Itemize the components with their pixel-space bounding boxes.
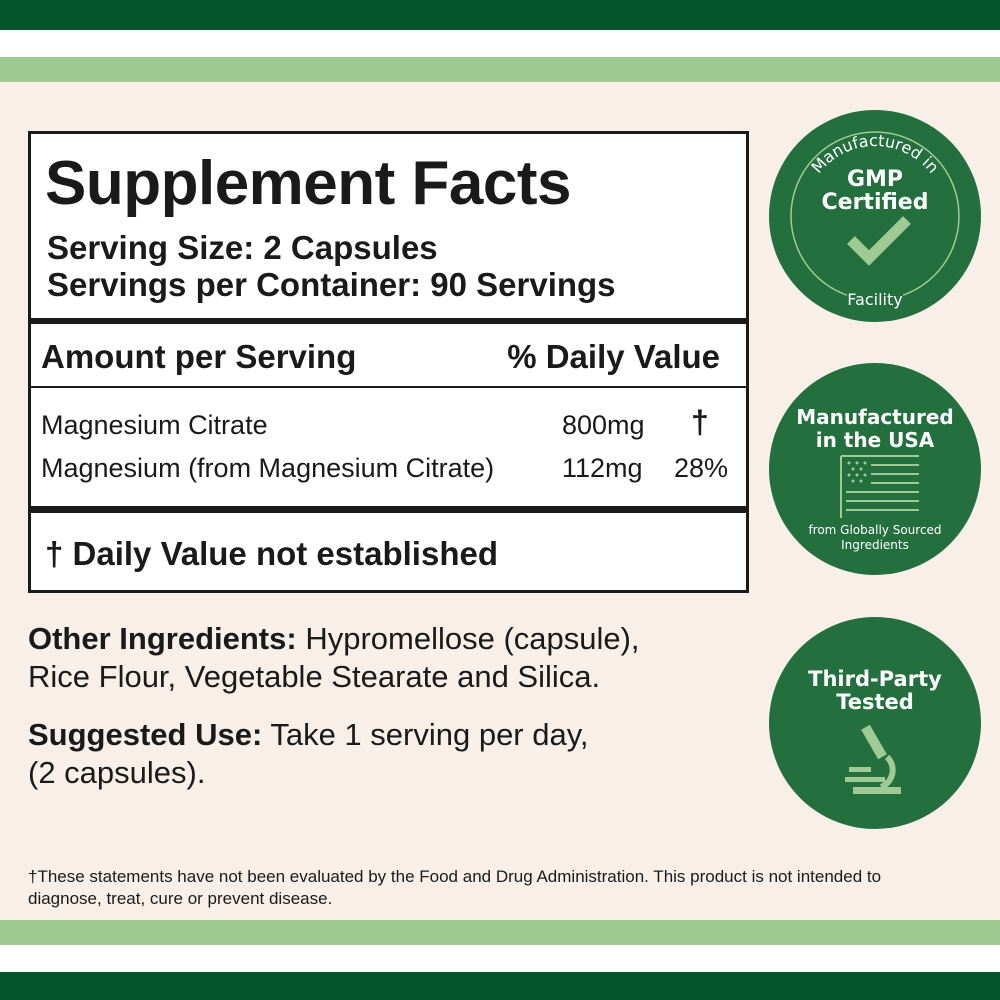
- badge-title: GMP: [846, 167, 904, 192]
- dv-header: % Daily Value: [507, 338, 720, 375]
- servings-per-container: Servings per Container: 90 Servings: [47, 266, 616, 303]
- badge-title: Manufactured: [796, 405, 954, 429]
- nutrient-name: Magnesium Citrate: [41, 410, 268, 440]
- third-party-tested-badge: Third-Party Tested: [769, 617, 981, 829]
- badge-title: Third-Party: [808, 667, 942, 691]
- divider: [31, 506, 746, 513]
- made-in-usa-badge: Manufactured in the USA from Globally So…: [769, 363, 981, 575]
- dv-footnote: † Daily Value not established: [45, 535, 498, 572]
- badge-ring: Manufactured in Facility: [790, 131, 960, 309]
- us-flag-icon: [840, 455, 919, 518]
- suggested-use-label: Suggested Use:: [28, 717, 263, 752]
- badge-subtitle: from Globally Sourced: [808, 523, 942, 537]
- nutrient-dv: †: [691, 404, 709, 440]
- serving-size: Serving Size: 2 Capsules: [47, 229, 438, 266]
- badge-title: Tested: [836, 690, 914, 714]
- suggested-use: Suggested Use: Take 1 serving per day, (2…: [28, 716, 589, 792]
- top-dark-band: [0, 0, 1000, 30]
- badge-title: in the USA: [815, 428, 935, 452]
- nutrient-amount: 112mg: [562, 453, 643, 483]
- badge-subtitle: Ingredients: [841, 538, 909, 552]
- other-ingredients-text: Hypromellose (capsule),: [296, 621, 640, 656]
- other-ingredients-label: Other Ingredients:: [28, 621, 297, 656]
- checkmark-icon: [847, 216, 911, 266]
- fda-disclaimer: †These statements have not been evaluate…: [28, 867, 882, 908]
- top-light-band: [0, 57, 1000, 82]
- top-white-band: [0, 30, 1000, 57]
- badge-title: Certified: [821, 190, 929, 215]
- supplement-facts-panel: Supplement Facts Serving Size: 2 Capsule…: [28, 131, 749, 593]
- facts-title: Supplement Facts: [45, 149, 572, 218]
- nutrient-name: Magnesium (from Magnesium Citrate): [41, 453, 495, 483]
- suggested-use-text: (2 capsules).: [28, 755, 206, 790]
- nutrient-amount: 800mg: [562, 410, 645, 440]
- other-ingredients-text: Rice Flour, Vegetable Stearate and Silic…: [28, 659, 601, 694]
- nutrient-dv: 28%: [674, 453, 729, 483]
- suggested-use-text: Take 1 serving per day,: [262, 717, 589, 752]
- divider: [31, 318, 746, 324]
- divider: [31, 386, 746, 388]
- bottom-dark-band: [0, 972, 1000, 1000]
- amount-header: Amount per Serving: [41, 338, 357, 375]
- gmp-certified-badge: Manufactured in Facility GMP Certified: [769, 110, 981, 322]
- microscope-icon: [845, 724, 901, 794]
- badge-arc-text: Facility: [847, 290, 902, 309]
- bottom-light-band: [0, 920, 1000, 945]
- bottom-white-band: [0, 945, 1000, 972]
- other-ingredients: Other Ingredients: Hypromellose (capsule…: [28, 620, 640, 696]
